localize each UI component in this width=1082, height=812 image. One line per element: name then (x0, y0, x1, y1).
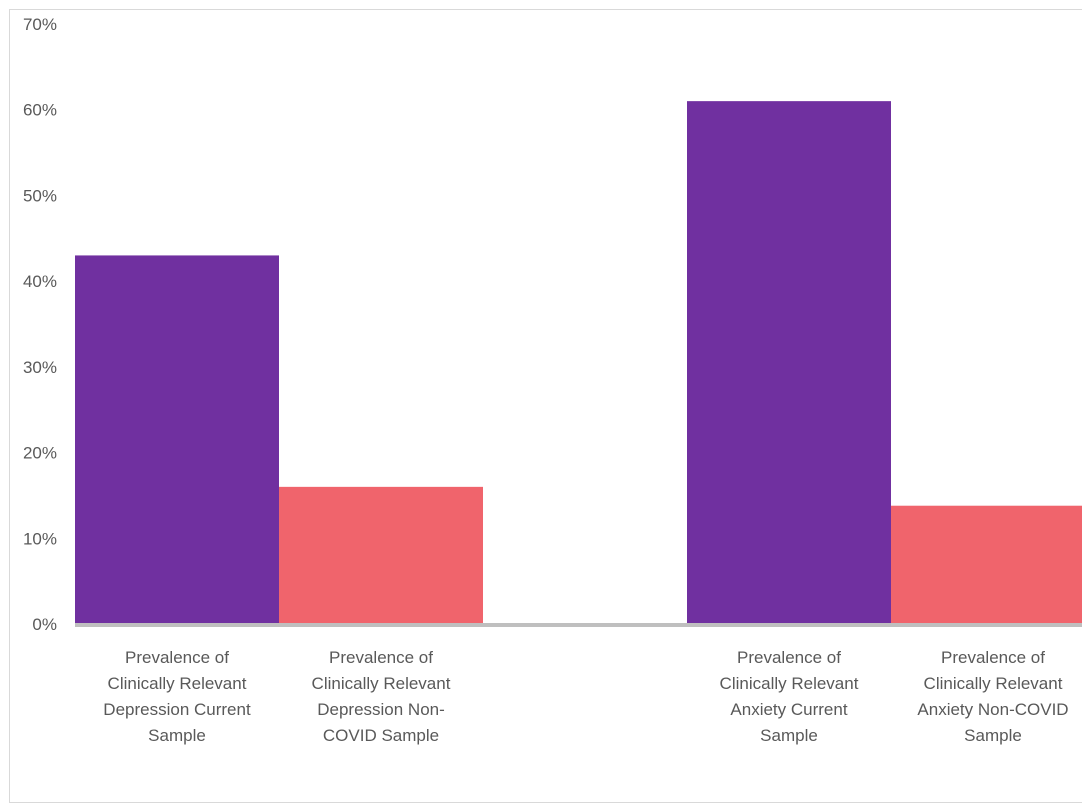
category-label: Prevalence of Clinically Relevant Depressi… (312, 648, 451, 745)
category-label: Prevalence of Clinically Relevant Anxiety … (720, 648, 859, 745)
bar (75, 255, 279, 624)
category-label-line: Depression Non- (317, 700, 445, 719)
bar (891, 505, 1082, 624)
y-tick-label: 50% (23, 186, 57, 205)
category-label: Prevalence of Clinically Relevant Depressi… (103, 648, 251, 745)
category-label-line: Prevalence of (737, 648, 841, 667)
category-label-line: Sample (148, 726, 206, 745)
y-tick-label: 60% (23, 101, 57, 120)
category-label-line: Clinically Relevant (312, 674, 451, 693)
bar (687, 101, 891, 624)
category-label-line: Depression Current (103, 700, 251, 719)
y-tick-label: 20% (23, 444, 57, 463)
category-label: Prevalence of Clinically Relevant Anxiety … (917, 648, 1068, 745)
y-tick-label: 70% (23, 15, 57, 34)
category-label-line: Sample (760, 726, 818, 745)
y-tick-label: 0% (32, 615, 57, 634)
category-label-line: Anxiety Non-COVID (917, 700, 1068, 719)
category-label-line: Clinically Relevant (720, 674, 859, 693)
category-label-line: Clinically Relevant (924, 674, 1063, 693)
chart-frame (9, 9, 1082, 803)
bar (279, 486, 483, 624)
category-label-line: Clinically Relevant (108, 674, 247, 693)
category-label-line: Anxiety Current (730, 700, 847, 719)
y-tick-label: 10% (23, 529, 57, 548)
category-label-line: Prevalence of (329, 648, 433, 667)
y-tick-label: 40% (23, 272, 57, 291)
category-label-line: Sample (964, 726, 1022, 745)
category-label-line: Prevalence of (125, 648, 229, 667)
y-tick-label: 30% (23, 358, 57, 377)
category-label-line: Prevalence of (941, 648, 1045, 667)
category-label-line: COVID Sample (323, 726, 439, 745)
